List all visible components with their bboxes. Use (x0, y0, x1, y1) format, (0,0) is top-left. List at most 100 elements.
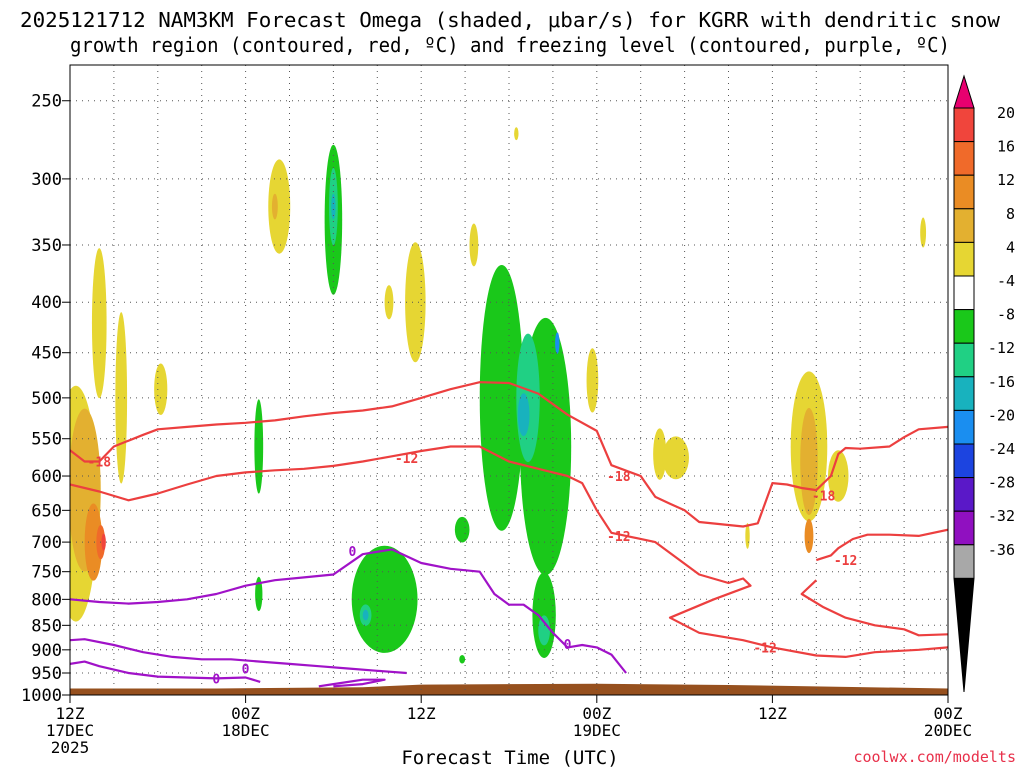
omega-region-37 (555, 332, 560, 354)
colorbar-cell-4 (953, 208, 975, 243)
colorbar-label-5: -4 (997, 272, 1015, 290)
omega-region-22 (920, 217, 927, 248)
contour-label-5: -12 (834, 554, 857, 569)
omega-region-30 (362, 609, 369, 621)
contours (70, 381, 948, 688)
colorbar: 20 16 12 8 4 -4 -8 -12 -16 -20 -24 -28 -32 -36 (953, 74, 1015, 693)
colorbar-label-12: -32 (988, 507, 1015, 525)
colorbar-label-3: 8 (1006, 205, 1015, 223)
contour-labels: -18 -12 -18 -12 -18 -12 -12 0 0 0 0 (88, 452, 858, 688)
contour-0d (318, 678, 386, 688)
omega-region-9 (271, 193, 278, 220)
omega-region-4 (101, 533, 106, 551)
omega-region-13 (514, 127, 519, 141)
ytick-label-700: 700 (31, 533, 62, 553)
contour-0 (70, 548, 627, 674)
ytick-label-950: 950 (31, 664, 62, 684)
contour-label-2: -18 (607, 470, 631, 485)
colorbar-cell-2 (953, 141, 975, 176)
omega-region-32 (459, 654, 466, 664)
colorbar-bottom-arrow (953, 577, 975, 693)
omega-region-24 (255, 576, 263, 612)
xtick-label-36-0: 00Z (582, 704, 611, 723)
omega-region-15 (653, 428, 667, 480)
ytick-label-500: 500 (31, 389, 62, 409)
colorbar-cell-13 (953, 510, 975, 546)
ytick-label-250: 250 (31, 92, 62, 112)
omega-shading (70, 127, 927, 664)
ytick-label-1000: 1000 (21, 686, 62, 706)
xtick-label-0-2: 2025 (51, 738, 90, 757)
ytick-label-350: 350 (31, 236, 62, 256)
colorbar-label-9: -20 (988, 406, 1015, 424)
omega-region-7 (154, 363, 168, 415)
omega-region-14 (586, 348, 599, 413)
ytick-label-550: 550 (31, 430, 62, 450)
omega-region-12 (469, 223, 479, 267)
colorbar-cell-6 (953, 275, 975, 311)
omega-region-27 (331, 193, 336, 220)
colorbar-cell-5 (953, 241, 975, 277)
omega-region-11 (405, 242, 426, 363)
omega-region-6 (115, 312, 128, 484)
ytick-label-450: 450 (31, 344, 62, 364)
colorbar-cell-7 (953, 309, 975, 344)
contour-label-3: -12 (607, 530, 630, 545)
colorbar-cell-14 (953, 544, 975, 579)
omega-region-2 (84, 503, 103, 581)
contour--12c (815, 528, 948, 562)
ytick-label-800: 800 (31, 590, 62, 610)
contour-label-9: 0 (242, 663, 250, 678)
xtick-label-36-1: 19DEC (573, 721, 621, 740)
xtick-label-12-0: 00Z (231, 704, 260, 723)
ytick-label-300: 300 (31, 170, 62, 190)
colorbar-label-11: -28 (988, 474, 1015, 492)
colorbar-cell-8 (953, 342, 975, 378)
colorbar-cell-11 (953, 443, 975, 479)
colorbar-label-4: 4 (1006, 238, 1015, 256)
chart-title-line2: growth region (contoured, red, ºC) and f… (70, 33, 950, 57)
colorbar-label-7: -12 (988, 339, 1015, 357)
colorbar-top-arrow (953, 74, 975, 109)
xtick-label-60-1: 20DEC (924, 721, 972, 740)
xtick-label-24-0: 12Z (407, 704, 436, 723)
contour--12 (70, 445, 948, 659)
omega-region-38 (532, 572, 556, 658)
colorbar-cell-3 (953, 174, 975, 210)
xtick-label-0-0: 12Z (56, 704, 85, 723)
contour--12b (800, 579, 948, 637)
colorbar-label-1: 16 (997, 138, 1015, 156)
ytick-label-750: 750 (31, 563, 62, 583)
contour-label-0: -18 (88, 456, 112, 471)
omega-region-20 (804, 518, 814, 554)
colorbar-label-10: -24 (988, 440, 1015, 458)
contour--18 (70, 381, 948, 528)
colorbar-cell-9 (953, 376, 975, 411)
ytick-label-850: 850 (31, 616, 62, 636)
plot-frame (69, 64, 949, 696)
omega-region-8 (268, 159, 291, 254)
ytick-label-650: 650 (31, 501, 62, 521)
credit-text: coolwx.com/modelts (853, 748, 1016, 766)
xtick-label-48-0: 12Z (758, 704, 787, 723)
contour-0c (70, 660, 261, 683)
omega-region-5 (91, 248, 107, 399)
ytick-label-900: 900 (31, 641, 62, 661)
xtick-label-0-1: 17DEC (46, 721, 94, 740)
colorbar-label-0: 20 (997, 104, 1015, 122)
omega-region-36 (517, 393, 530, 437)
omega-region-33 (479, 264, 524, 531)
contour-label-1: -12 (395, 452, 418, 467)
y-axis-ticks: 250 300 350 400 450 500 550 600 650 700 750 800 850 9… (21, 92, 70, 706)
omega-region-10 (384, 285, 394, 320)
colorbar-label-8: -16 (988, 373, 1015, 391)
chart-title-line1: 2025121712 NAM3KM Forecast Omega (shaded… (20, 8, 1001, 32)
colorbar-label-13: -36 (988, 541, 1015, 559)
omega-region-39 (538, 615, 550, 646)
omega-region-35 (516, 333, 540, 463)
omega-region-31 (454, 516, 470, 543)
x-axis-label: Forecast Time (UTC) (401, 747, 618, 768)
colorbar-label-6: -8 (997, 306, 1015, 324)
